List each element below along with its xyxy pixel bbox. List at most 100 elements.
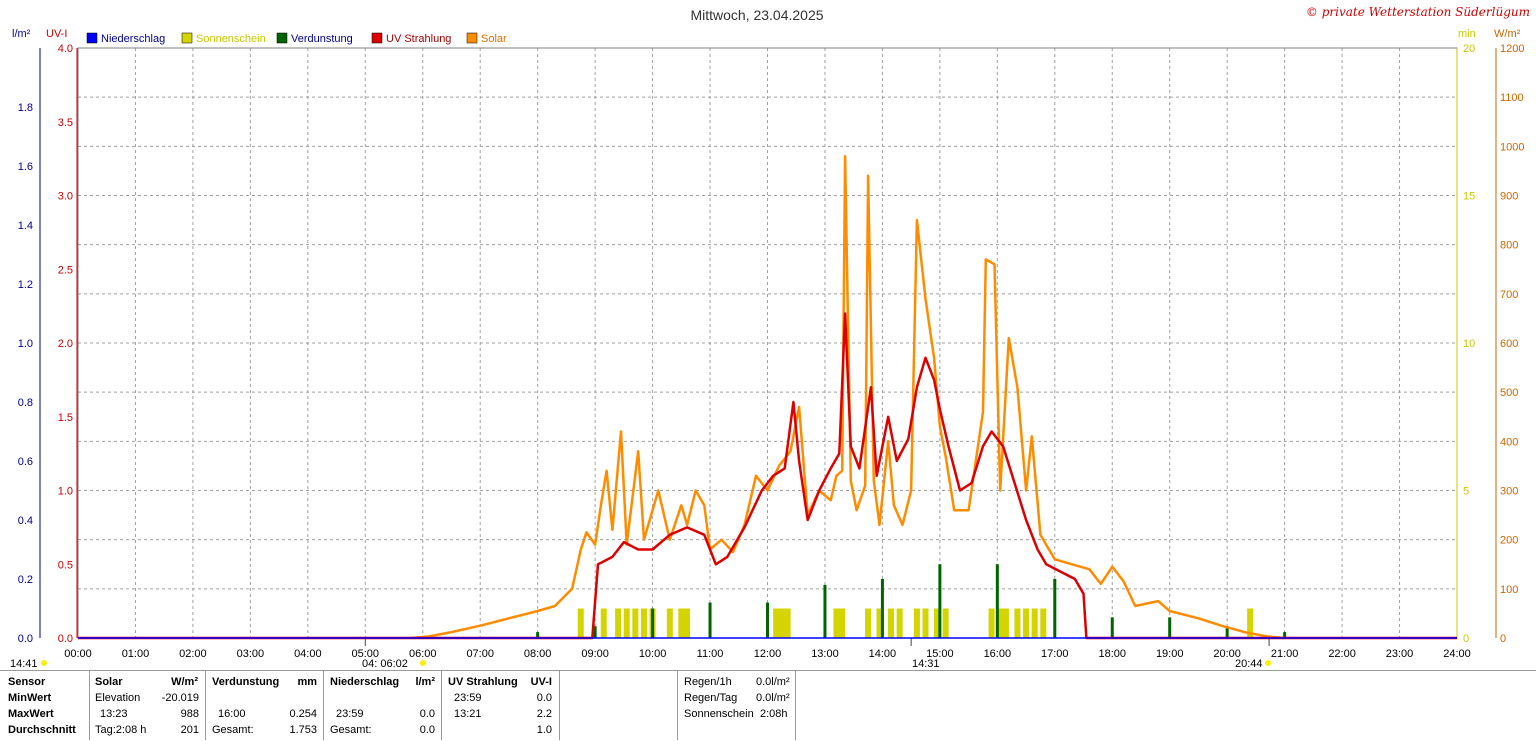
- solar-tick-label: 0: [1500, 633, 1506, 645]
- col-divider: [323, 671, 324, 740]
- uv-tick-label: 2.0: [58, 338, 73, 350]
- solar-head: Solar: [95, 676, 123, 688]
- evaporation-bar: [593, 626, 597, 638]
- x-tick-label: 21:00: [1271, 648, 1299, 660]
- evaporation-bar: [880, 579, 884, 638]
- time-markers: 14:41 04: 06:02 14:31 20:44: [10, 658, 1271, 670]
- uv-avg-b: 1.0: [536, 724, 552, 736]
- sunshine-bar: [684, 608, 691, 638]
- solar-tick-label: 1000: [1500, 141, 1524, 153]
- x-tick-label: 14:00: [869, 648, 897, 660]
- uv-min-b: 0.0: [536, 692, 552, 704]
- extra-sunshine-label: Sonnenschein: [684, 708, 754, 720]
- sensor-row-min: MinWert: [8, 692, 52, 704]
- sun-icon-sunset: [1265, 660, 1271, 666]
- tick-labels: 00:00 01:00 02:00 03:00 04:00 05:00 06:00 07:00…: [18, 43, 1525, 660]
- x-tick-label: 06:00: [409, 648, 437, 660]
- legend-label: Solar: [481, 33, 507, 45]
- left-time-marker: 14:41: [10, 658, 38, 670]
- x-tick-label: 04:00: [294, 648, 322, 660]
- sunshine-bar: [934, 608, 941, 638]
- solar-tick-label: 1200: [1500, 43, 1524, 55]
- solar-min-b: -20.019: [161, 692, 199, 704]
- col-divider: [441, 671, 442, 740]
- bar-series: [536, 564, 1287, 638]
- sunshine-bar: [888, 608, 895, 638]
- solar-tick-label: 500: [1500, 387, 1518, 399]
- evaporation-bar: [766, 602, 769, 638]
- sunshine-bar: [913, 608, 920, 638]
- sensor-head: Sensor: [8, 676, 46, 688]
- copyright-text: © private Wetterstation Süderlügum: [1306, 5, 1530, 19]
- sun-icon-sunrise: [420, 660, 426, 666]
- sun-axis-unit: min: [1458, 28, 1476, 40]
- chart-title: Mittwoch, 23.04.2025: [690, 7, 823, 23]
- uv-tick-label: 4.0: [58, 43, 73, 55]
- axes: [39, 47, 1497, 646]
- sun-icon-left: [41, 660, 47, 666]
- sunshine-bar: [876, 608, 883, 638]
- solar-max-a: 13:23: [100, 708, 128, 720]
- sunrise-marker: 04: 06:02: [362, 658, 408, 670]
- legend: Niederschlag Sonnenschein Verdunstung UV St…: [86, 32, 507, 45]
- evap-max-a: 16:00: [218, 708, 246, 720]
- legend-label: Verdunstung: [291, 33, 353, 45]
- extra-sunshine-value: 2:08h: [760, 708, 788, 720]
- col-divider: [205, 671, 206, 740]
- solar-tick-label: 400: [1500, 436, 1518, 448]
- extra-rain-day-label: Regen/Tag: [684, 692, 738, 704]
- evaporation-bar: [1283, 632, 1287, 638]
- sunshine-bar: [988, 608, 995, 638]
- x-tick-label: 23:00: [1386, 648, 1414, 660]
- legend-label: Niederschlag: [101, 33, 165, 45]
- sunshine-bar: [1002, 608, 1009, 638]
- evaporation-bar: [1053, 579, 1057, 638]
- sun-tick-label: 5: [1463, 486, 1469, 498]
- rain-tick-label: 0.8: [18, 397, 33, 409]
- col-divider: [89, 671, 90, 740]
- col-divider: [677, 671, 678, 740]
- uv-axis-unit: UV-I: [46, 28, 67, 40]
- solar-axis-unit: W/m²: [1494, 28, 1521, 40]
- evaporation-bar: [708, 602, 712, 638]
- sunshine-bar: [896, 608, 903, 638]
- legend-swatch: [276, 32, 288, 44]
- rain-tick-label: 1.2: [18, 279, 33, 291]
- rain-avg-a: Gesamt:: [330, 724, 372, 736]
- grid: [78, 48, 1457, 638]
- x-tick-label: 01:00: [122, 648, 150, 660]
- uv-tick-label: 3.0: [58, 191, 73, 203]
- solar-tick-label: 700: [1500, 289, 1518, 301]
- solar-max-b: 988: [180, 708, 199, 720]
- x-tick-label: 08:00: [524, 648, 552, 660]
- evaporation-bar: [1110, 617, 1114, 638]
- sunshine-bar: [865, 608, 872, 638]
- evap-avg-a: Gesamt:: [212, 724, 254, 736]
- col-divider: [559, 671, 560, 740]
- solar-tick-label: 900: [1500, 191, 1518, 203]
- uv-tick-label: 1.0: [58, 486, 73, 498]
- uv-max-b: 2.2: [536, 708, 552, 720]
- x-tick-label: 13:00: [811, 648, 839, 660]
- sunshine-bar: [1031, 608, 1038, 638]
- solar-tick-label: 100: [1500, 584, 1518, 596]
- uv-tick-label: 0.0: [58, 633, 73, 645]
- sunshine-bar: [678, 608, 685, 638]
- rain-tick-label: 1.6: [18, 161, 33, 173]
- rain-max-b: 0.0: [419, 708, 435, 720]
- evaporation-bar: [938, 564, 942, 638]
- rain-tick-label: 0.4: [18, 515, 33, 527]
- legend-label: UV Strahlung: [386, 33, 451, 45]
- solar-tick-label: 600: [1500, 338, 1518, 350]
- x-tick-label: 09:00: [581, 648, 609, 660]
- sunshine-bar: [839, 608, 846, 638]
- rain-tick-label: 1.0: [18, 338, 33, 350]
- sunshine-bar: [1014, 608, 1021, 638]
- sun-tick-label: 0: [1463, 633, 1469, 645]
- line-series: [78, 154, 1457, 640]
- weather-chart: Mittwoch, 23.04.2025 © private Wettersta…: [10, 5, 1530, 670]
- sunshine-bar: [1023, 608, 1030, 638]
- solar-min-a: Elevation: [95, 692, 141, 704]
- rain-tick-label: 1.4: [18, 220, 33, 232]
- sunshine-bar: [623, 608, 630, 638]
